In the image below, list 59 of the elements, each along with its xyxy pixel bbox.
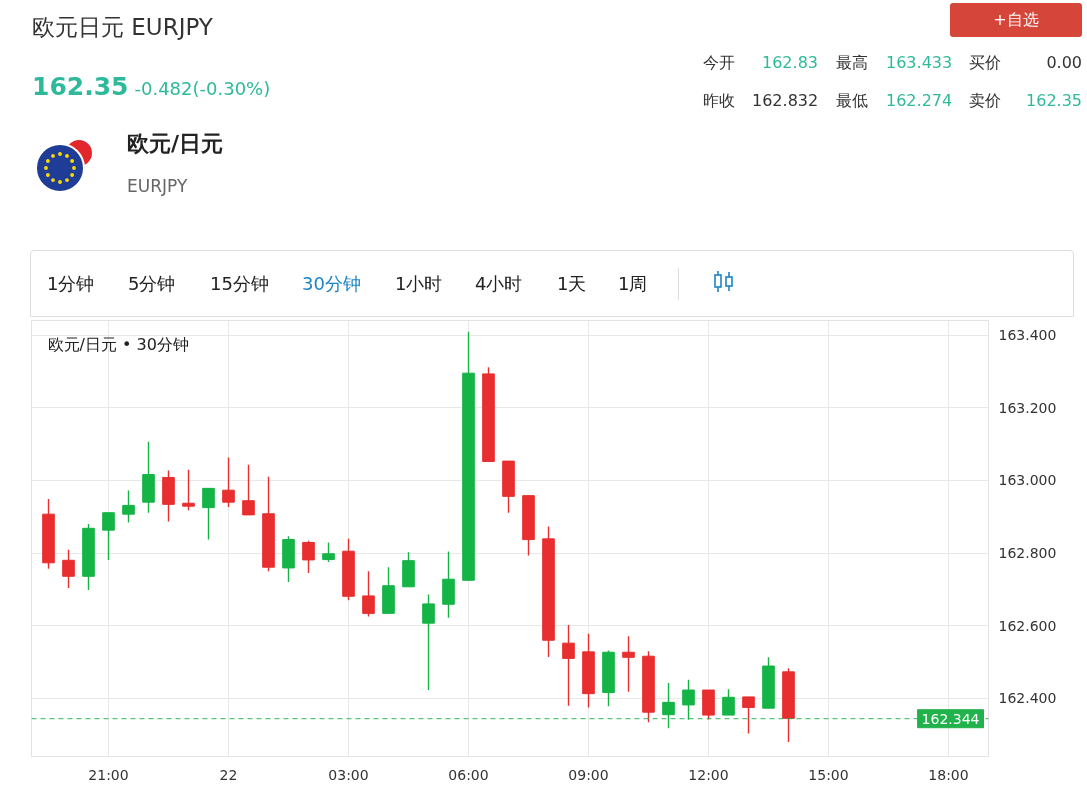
candlestick bbox=[742, 696, 755, 735]
text: +自选 bbox=[950, 3, 1082, 37]
text: 1小时 bbox=[395, 273, 443, 295]
candlestick bbox=[322, 541, 335, 563]
candlestick bbox=[422, 593, 435, 691]
candlestick bbox=[562, 624, 575, 707]
text: 15分钟 bbox=[210, 273, 269, 295]
text: 162.274 bbox=[886, 91, 953, 111]
candlestick bbox=[122, 489, 135, 524]
x-tick-label: 12:00 bbox=[688, 766, 729, 783]
candlestick bbox=[182, 469, 195, 511]
text: 最高 bbox=[836, 53, 868, 73]
text: 1天 bbox=[557, 273, 587, 295]
text: 4小时 bbox=[475, 273, 523, 295]
candlestick bbox=[682, 679, 695, 721]
chart-title: 欧元日元 EURJPY bbox=[32, 14, 213, 42]
text: 162.35 bbox=[1026, 91, 1082, 111]
text: EURJPY bbox=[127, 175, 188, 197]
x-tick-label: 18:00 bbox=[928, 766, 969, 783]
candlestick bbox=[242, 464, 255, 516]
x-tick-label: 15:00 bbox=[808, 766, 849, 783]
text: 0.00 bbox=[1046, 53, 1082, 73]
candlestick bbox=[202, 487, 215, 541]
text: 今开 bbox=[703, 53, 735, 73]
x-tick-label: 21:00 bbox=[88, 766, 129, 783]
y-tick-label: 162.600 bbox=[998, 617, 1057, 634]
candlestick bbox=[102, 512, 115, 561]
candlestick bbox=[62, 549, 75, 589]
text: 1周 bbox=[618, 273, 648, 295]
text: 30分钟 bbox=[302, 273, 361, 295]
text: 162.832 bbox=[752, 91, 819, 111]
text: 最低 bbox=[836, 91, 868, 111]
candlestick bbox=[662, 682, 675, 729]
text: 欧元/日元 • 30分钟 bbox=[47, 334, 189, 354]
x-tick-label: 22 bbox=[219, 766, 238, 783]
text: 163.433 bbox=[886, 53, 953, 73]
y-tick-label: 163.200 bbox=[998, 399, 1057, 416]
text: 162.35 bbox=[32, 72, 129, 102]
ref-line-label: 162.344 bbox=[921, 710, 980, 727]
text: 卖价 bbox=[969, 91, 1001, 111]
candlestick bbox=[622, 635, 635, 693]
text: 欧元/日元 bbox=[127, 130, 224, 158]
x-tick-label: 03:00 bbox=[328, 766, 369, 783]
y-tick-label: 163.000 bbox=[998, 472, 1057, 489]
y-tick-label: 162.800 bbox=[998, 545, 1057, 562]
text: 162.83 bbox=[762, 53, 818, 73]
text: 昨收 bbox=[703, 91, 735, 111]
y-tick-label: 163.400 bbox=[998, 327, 1057, 344]
candlestick bbox=[362, 570, 375, 618]
text: 1分钟 bbox=[47, 273, 95, 295]
text: 5分钟 bbox=[128, 273, 176, 295]
y-tick-label: 162.400 bbox=[998, 690, 1057, 707]
candlestick bbox=[222, 456, 235, 508]
text: -0.482(-0.30%) bbox=[134, 78, 271, 100]
x-tick-label: 06:00 bbox=[448, 766, 489, 783]
text: 买价 bbox=[969, 53, 1001, 73]
x-tick-label: 09:00 bbox=[568, 766, 609, 783]
candlestick bbox=[722, 688, 735, 716]
candlestick bbox=[302, 539, 315, 574]
